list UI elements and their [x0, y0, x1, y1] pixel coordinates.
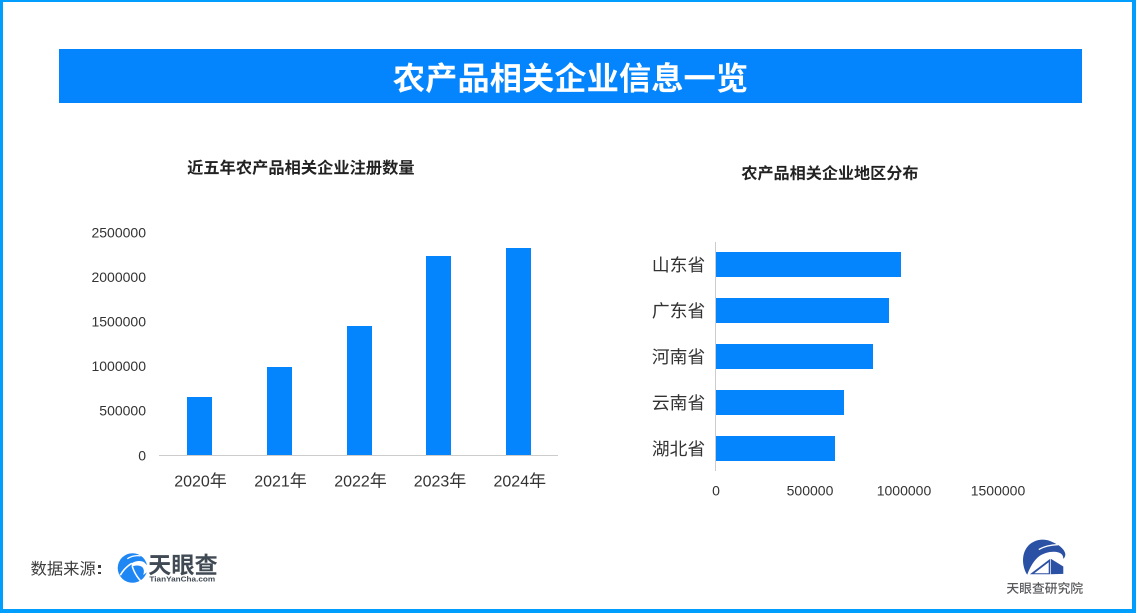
svg-text:0: 0: [712, 483, 720, 499]
svg-text:1500000: 1500000: [91, 314, 146, 330]
svg-text:500000: 500000: [787, 483, 834, 499]
svg-text:500000: 500000: [99, 403, 146, 419]
svg-text:2500000: 2500000: [91, 224, 146, 240]
svg-text:2021: 2021: [254, 474, 290, 491]
svg-text:1000000: 1000000: [91, 358, 146, 374]
svg-text:TianYanCha.com: TianYanCha.com: [149, 575, 215, 584]
svg-text:0: 0: [138, 447, 146, 463]
svg-text:2022: 2022: [334, 474, 370, 491]
svg-text:2023: 2023: [414, 474, 450, 491]
svg-text:1500000: 1500000: [971, 483, 1026, 499]
svg-text:2000000: 2000000: [91, 269, 146, 285]
svg-text:2020: 2020: [174, 474, 210, 491]
svg-text:2024: 2024: [494, 474, 530, 491]
svg-text:1000000: 1000000: [877, 483, 932, 499]
